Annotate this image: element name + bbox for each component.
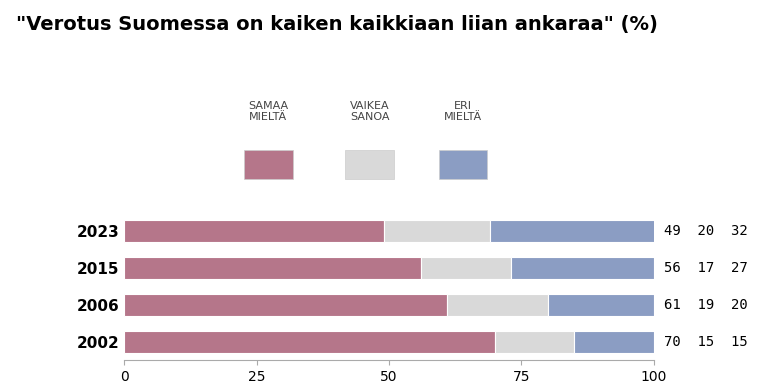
Text: VAIKEA
SANOA: VAIKEA SANOA: [350, 101, 389, 122]
Bar: [421, 257, 510, 279]
Bar: [495, 331, 574, 353]
Text: 49  20  32: 49 20 32: [664, 224, 748, 238]
Text: 70  15  15: 70 15 15: [664, 335, 748, 349]
Bar: [124, 331, 495, 353]
Bar: [510, 257, 654, 279]
Bar: [574, 331, 654, 353]
Bar: [489, 219, 659, 242]
Text: 56  17  27: 56 17 27: [664, 261, 748, 275]
Text: "Verotus Suomessa on kaiken kaikkiaan liian ankaraa" (%): "Verotus Suomessa on kaiken kaikkiaan li…: [16, 15, 657, 34]
Text: 61  19  20: 61 19 20: [664, 298, 748, 312]
Bar: [548, 294, 654, 316]
Bar: [124, 257, 421, 279]
Bar: [124, 219, 384, 242]
Bar: [384, 219, 489, 242]
Bar: [447, 294, 548, 316]
Text: SAMAA
MIELTÄ: SAMAA MIELTÄ: [248, 101, 289, 122]
Text: ERI
MIELTÄ: ERI MIELTÄ: [443, 101, 482, 122]
Bar: [124, 294, 447, 316]
